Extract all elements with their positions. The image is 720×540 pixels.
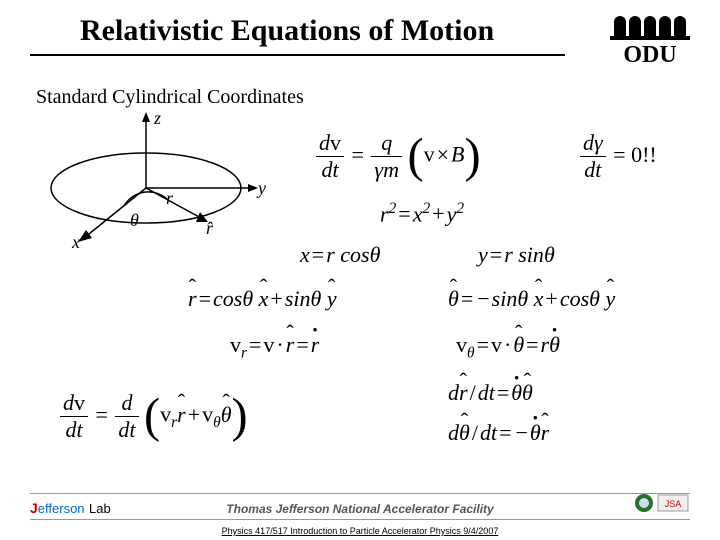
footer-course: Physics 417/517 Introduction to Particle… (0, 526, 720, 536)
footer-rule-bottom (30, 519, 690, 520)
title-underline (30, 54, 565, 56)
eq-dvdt: dvdt = qγm (v×B) (316, 130, 481, 183)
eq-yr: y=r sinθ (478, 242, 555, 268)
svg-text:r: r (166, 188, 174, 208)
coordinate-diagram: z y x θ r r̂ (36, 110, 276, 250)
odu-logo: ODU (600, 10, 700, 70)
footer-rule-top (30, 493, 690, 494)
tjnaf-text: Thomas Jefferson National Accelerator Fa… (226, 502, 493, 516)
slide: Relativistic Equations of Motion ODU Sta… (0, 0, 720, 540)
eq-thetahat: θ=−sinθ x+cosθ y (448, 286, 615, 312)
svg-text:r̂: r̂ (206, 218, 214, 238)
page-title: Relativistic Equations of Motion (80, 14, 494, 48)
svg-text:JSA: JSA (665, 499, 682, 509)
eq-r2: r2=x2+y2 (380, 200, 464, 227)
svg-text:ODU: ODU (623, 42, 676, 68)
eq-dgammadt: dγdt = 0!! (580, 130, 659, 183)
sponsor-logos: JSA (634, 493, 690, 518)
eq-dthhatdt: dθ/dt=−θr (448, 420, 549, 446)
eq-dvdt-expand: dvdt = ddt (vrr+vθθ) (60, 390, 248, 443)
svg-text:y: y (256, 178, 266, 198)
eq-vr: vr=v·r=r (230, 332, 319, 362)
jlab-logo: Jefferson Lab (30, 500, 111, 518)
svg-text:x: x (71, 232, 80, 250)
svg-text:θ: θ (130, 210, 139, 230)
eq-drhatdt: dr/dt=θθ (448, 380, 533, 406)
eq-vtheta: vθ=v·θ=rθ (456, 332, 560, 362)
svg-text:z: z (153, 110, 161, 128)
subtitle: Standard Cylindrical Coordinates (36, 86, 304, 109)
eq-rhat: r=cosθ x+sinθ y (188, 286, 337, 312)
eq-xr: x=r cosθ (300, 242, 380, 268)
